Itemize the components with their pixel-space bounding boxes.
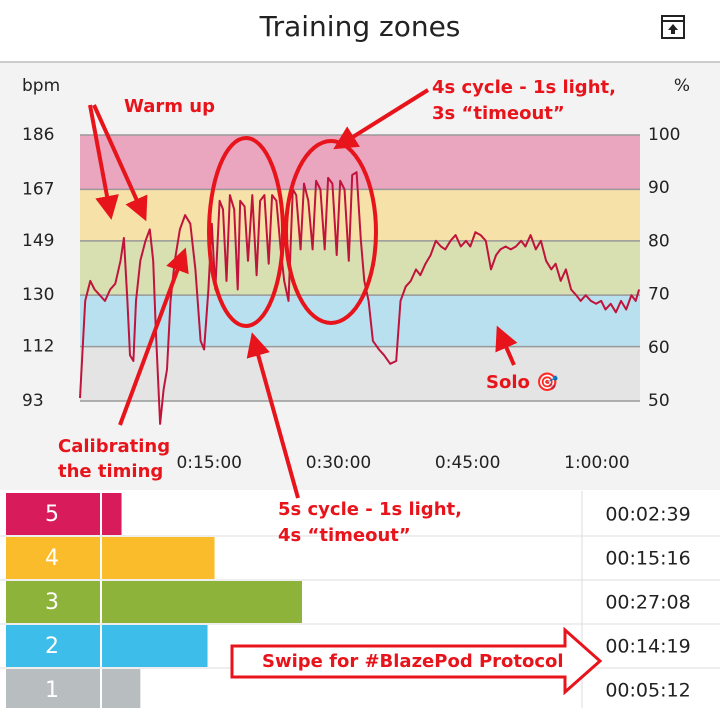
zone-label: 1 [45, 678, 59, 703]
zone-swatch [6, 581, 100, 623]
annotation: 4s “timeout” [278, 525, 411, 546]
zone-bar [102, 669, 141, 708]
heart-rate-line [79, 171, 641, 425]
zone-label: 4 [45, 546, 59, 571]
header [0, 0, 720, 62]
y-tick-label: 149 [22, 231, 54, 251]
y2-tick-label: 100 [648, 125, 680, 145]
zone-bar [102, 493, 122, 535]
icon-arrow[interactable] [668, 24, 678, 34]
annotation: 5s cycle - 1s light, [278, 499, 462, 520]
zone-swatch [6, 493, 100, 535]
zone-time: 00:27:08 [605, 592, 690, 614]
zone-bar [102, 625, 208, 667]
pin-icon[interactable] [661, 15, 685, 39]
annotation: Solo 🎯 [486, 372, 559, 393]
y-tick-label: 186 [22, 125, 54, 145]
zone-band [80, 346, 640, 401]
swipe-arrow[interactable] [230, 626, 603, 696]
y-tick-label: 112 [22, 337, 54, 357]
arrow [495, 325, 518, 366]
arrow [118, 247, 189, 426]
annotations: Warm up 4s cycle - 1s light, 3s “timeout… [58, 77, 616, 696]
annotation: Warm up [124, 96, 215, 117]
zone-label: 2 [45, 634, 59, 659]
header-title: Training zones [259, 10, 461, 43]
annotation: 4s cycle - 1s light, [432, 77, 616, 98]
y2-tick-label: 50 [648, 391, 670, 411]
zone-label: 3 [45, 590, 59, 615]
arrow [88, 104, 119, 220]
icon-frame[interactable] [661, 15, 685, 39]
x-tick-label: 0:30:00 [306, 453, 372, 473]
zone-swatch [6, 669, 100, 708]
arrow [333, 88, 430, 150]
y-tick-label: 167 [22, 179, 54, 199]
zone-bar [102, 537, 215, 579]
swipe-label[interactable]: Swipe for #BlazePod Protocol [262, 651, 564, 672]
arrow [246, 332, 300, 499]
zone-time: 00:15:16 [605, 548, 690, 570]
zone-table: 5 00:02:39 4 00:15:16 3 00:27:08 2 00:14:19 1 00:… [0, 491, 720, 708]
zone-time: 00:02:39 [605, 504, 690, 526]
y2-tick-label: 70 [648, 285, 670, 305]
zone-bar [102, 581, 302, 623]
y2-axis-label: % [674, 76, 690, 96]
y-tick-label: 130 [22, 285, 54, 305]
x-tick-label: 0:15:00 [176, 453, 242, 473]
highlight-ellipse [207, 136, 285, 328]
annotation: 3s “timeout” [432, 103, 565, 124]
y2-tick-label: 60 [648, 338, 670, 358]
y-axis-label: bpm [22, 76, 60, 96]
zone-label: 5 [45, 502, 59, 527]
y2-tick-label: 80 [648, 231, 670, 251]
y-tick-label: 93 [22, 391, 44, 411]
annotation: the timing [58, 461, 163, 482]
arrow [92, 104, 148, 222]
zone-swatch [6, 537, 100, 579]
highlight-ellipse [284, 139, 378, 325]
x-tick-label: 0:45:00 [435, 453, 501, 473]
y2-tick-label: 90 [648, 178, 670, 198]
zone-time: 00:05:12 [605, 680, 690, 702]
x-tick-label: 1:00:00 [564, 453, 630, 473]
zone-time: 00:14:19 [605, 636, 690, 658]
annotation: Calibrating [58, 436, 170, 457]
zone-swatch [6, 625, 100, 667]
